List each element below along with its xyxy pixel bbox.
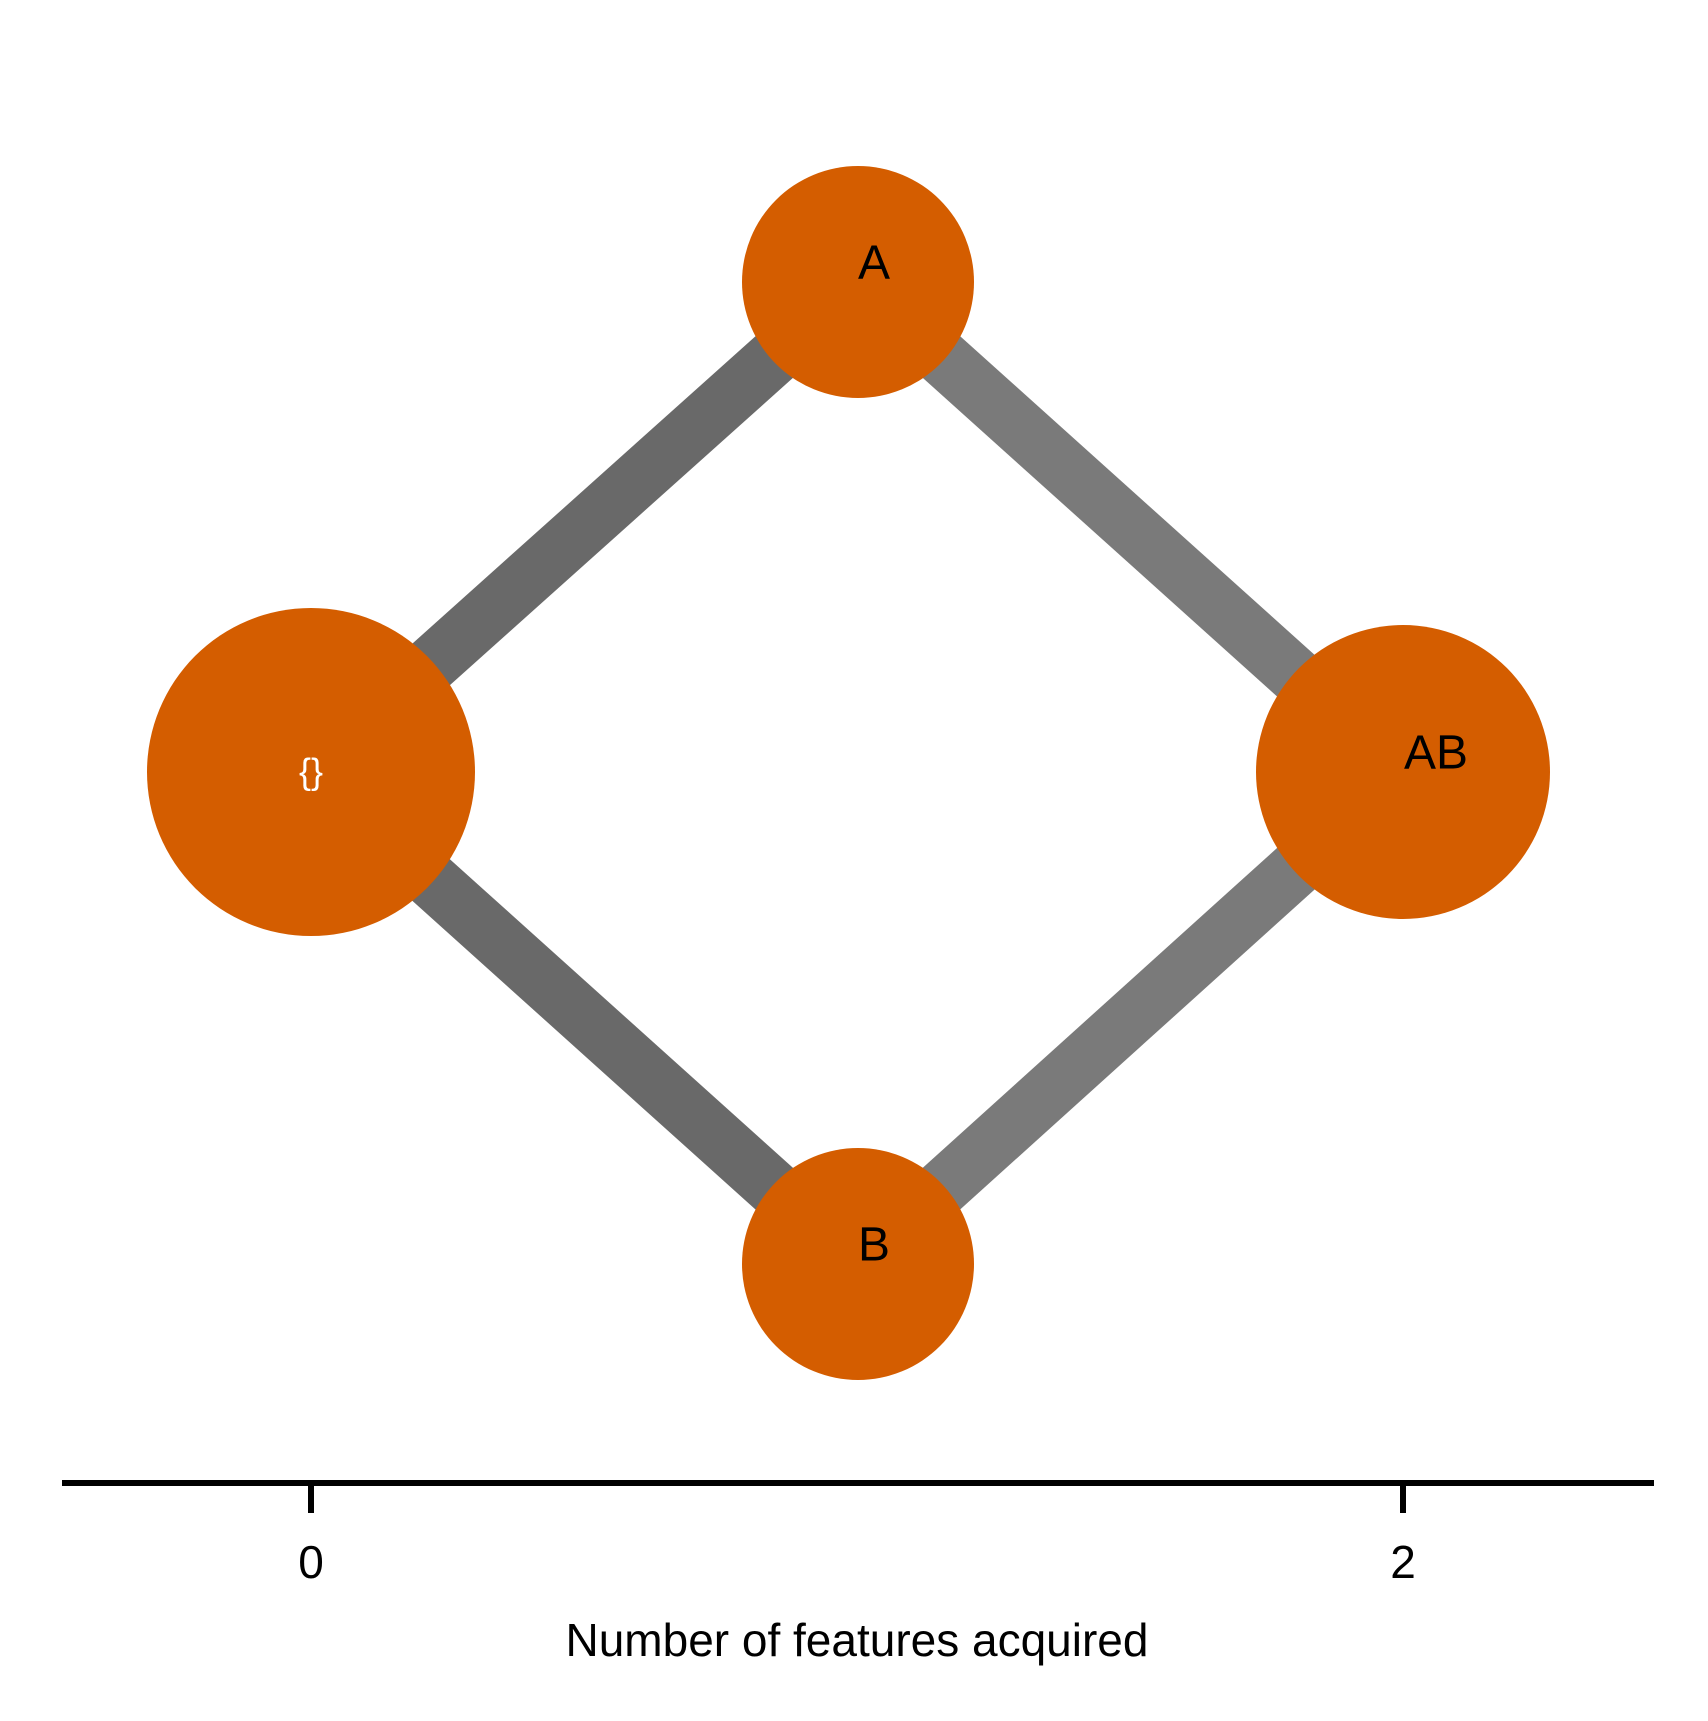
node-labels: {} A B AB bbox=[299, 237, 1468, 1272]
node-label-a: A bbox=[858, 237, 890, 290]
axis-tick-label-2: 2 bbox=[1390, 1536, 1416, 1588]
nodes bbox=[147, 166, 1550, 1380]
node-a bbox=[742, 166, 974, 398]
node-ab bbox=[1256, 625, 1550, 919]
x-axis: 0 2 Number of features acquired bbox=[62, 1480, 1654, 1666]
axis-title: Number of features acquired bbox=[566, 1614, 1149, 1666]
node-b bbox=[742, 1148, 974, 1380]
node-label-empty: {} bbox=[299, 751, 323, 792]
node-label-ab: AB bbox=[1404, 727, 1468, 780]
node-label-b: B bbox=[858, 1219, 890, 1272]
axis-tick-label-0: 0 bbox=[298, 1536, 324, 1588]
node-empty bbox=[147, 608, 475, 936]
